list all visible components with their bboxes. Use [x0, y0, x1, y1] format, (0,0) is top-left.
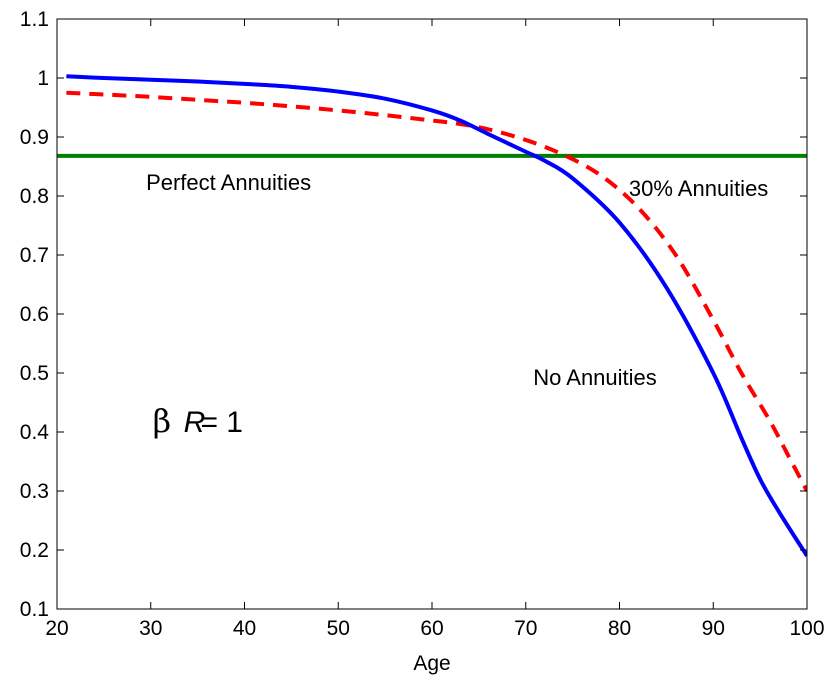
y-tick-label: 0.3	[20, 480, 49, 503]
annotation-label: 30% Annuities	[629, 176, 768, 201]
series-line-none	[66, 74, 807, 557]
y-tick-label: 0.5	[20, 362, 49, 385]
x-tick-label: 50	[327, 617, 350, 640]
x-tick-label: 90	[702, 617, 725, 640]
plot-area-frame	[56, 18, 808, 610]
x-tick-label: 100	[789, 617, 824, 640]
axis-ticks	[56, 18, 808, 610]
x-tick-label: 60	[420, 617, 443, 640]
y-tick-label: 0.2	[20, 539, 49, 562]
y-tick-label: 0.9	[20, 126, 49, 149]
x-tick-label: 80	[608, 617, 631, 640]
annotations: Perfect Annuities 30% Annuities No Annuiti…	[146, 170, 768, 440]
series-layer	[57, 74, 807, 557]
y-tick-label: 0.7	[20, 244, 49, 267]
y-tick-label: 0.6	[20, 303, 49, 326]
annotation-label: R	[184, 406, 206, 439]
y-tick-label: 0.8	[20, 185, 49, 208]
annotation-label: Perfect Annuities	[146, 170, 311, 195]
y-tick-label: 0.4	[20, 421, 50, 444]
axis-tick-labels: 20 30 40 50 60 70 80 90 100 0.1 0.2 0.3 0.4 0.5 0.6 0.7…	[20, 8, 825, 640]
y-tick-label: 0.1	[20, 598, 49, 621]
x-tick-label: 40	[233, 617, 256, 640]
annotation-label: = 1	[200, 406, 243, 439]
y-tick-label: 1.1	[20, 8, 49, 31]
annotation-label: β	[153, 402, 172, 440]
x-tick-label: 70	[514, 617, 537, 640]
series-line-partial	[66, 90, 807, 492]
x-tick-label: 30	[139, 617, 162, 640]
annotation-label: No Annuities	[533, 365, 657, 390]
x-tick-label: 20	[45, 617, 68, 640]
x-axis-label: Age	[413, 652, 450, 675]
y-tick-label: 1	[37, 67, 49, 90]
